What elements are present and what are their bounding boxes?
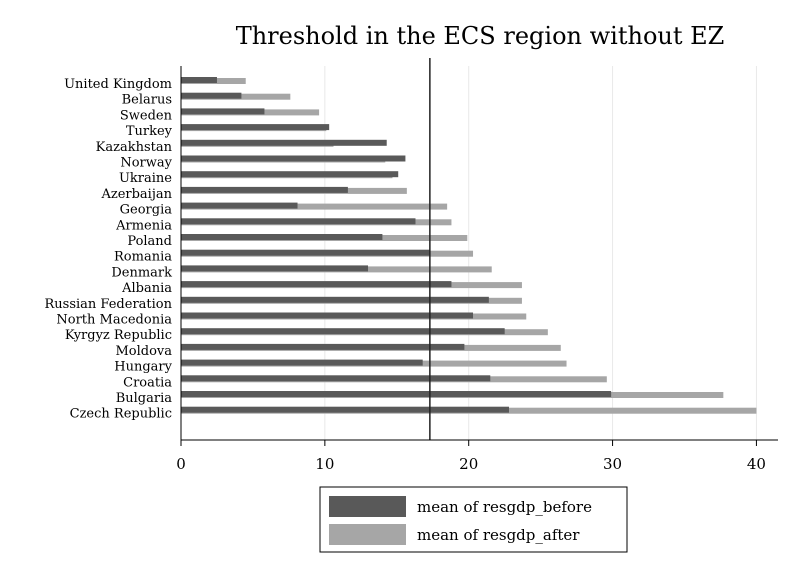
category-label-2: Sweden: [120, 108, 173, 123]
category-label-17: Moldova: [115, 344, 172, 359]
x-tick-label-30: 30: [603, 455, 622, 473]
bar-before-14: [181, 296, 489, 303]
bar-before-12: [181, 265, 369, 272]
category-label-6: Ukraine: [119, 171, 172, 186]
x-tick-label-10: 10: [315, 455, 334, 473]
bar-before-11: [181, 249, 430, 256]
bar-before-10: [181, 234, 383, 240]
legend-label-1: mean of resgdp_after: [417, 526, 580, 544]
category-label-19: Croatia: [123, 375, 172, 390]
bar-before-20: [181, 391, 612, 397]
bar-before-21: [181, 406, 509, 413]
bar-before-4: [181, 139, 387, 146]
category-label-4: Kazakhstan: [96, 140, 173, 155]
bar-before-15: [181, 312, 474, 319]
bar-before-5: [181, 155, 406, 162]
bar-before-0: [181, 77, 217, 83]
x-tick-label-0: 0: [176, 455, 186, 473]
bar-before-18: [181, 359, 423, 366]
bar-before-16: [181, 328, 505, 335]
bar-before-2: [181, 108, 265, 115]
bar-before-13: [181, 281, 452, 288]
category-label-8: Georgia: [120, 203, 173, 218]
category-label-15: North Macedonia: [56, 313, 172, 328]
bar-after-8: [181, 203, 448, 210]
bar-before-9: [181, 218, 416, 225]
bar-before-17: [181, 343, 465, 350]
category-label-20: Bulgaria: [116, 391, 173, 406]
legend-label-0: mean of resgdp_before: [417, 498, 592, 516]
category-label-13: Albania: [121, 281, 172, 296]
category-label-18: Hungary: [114, 360, 172, 375]
category-label-7: Azerbaijan: [100, 187, 172, 202]
category-label-14: Russian Federation: [45, 297, 173, 312]
category-label-5: Norway: [120, 156, 172, 171]
bar-before-6: [181, 171, 399, 178]
x-tick-label-40: 40: [747, 455, 766, 473]
category-label-16: Kyrgyz Republic: [65, 328, 172, 343]
category-label-1: Belarus: [122, 93, 172, 108]
bar-before-7: [181, 186, 348, 193]
category-label-10: Poland: [127, 234, 172, 249]
bar-before-1: [181, 92, 242, 99]
category-label-21: Czech Republic: [70, 407, 172, 422]
bar-before-3: [181, 124, 330, 131]
bar-before-8: [181, 202, 298, 209]
category-label-12: Denmark: [111, 265, 172, 280]
legend-swatch-1: [329, 524, 406, 545]
category-label-0: United Kingdom: [64, 77, 172, 92]
category-label-9: Armenia: [115, 218, 172, 233]
category-label-3: Turkey: [126, 124, 173, 139]
category-label-11: Romania: [114, 250, 172, 265]
legend-swatch-0: [329, 496, 406, 517]
plot-area: United KingdomBelarusSwedenTurkeyKazakhs…: [45, 58, 778, 473]
x-tick-label-20: 20: [459, 455, 478, 473]
chart-title: Threshold in the ECS region without EZ: [236, 22, 725, 50]
bar-before-19: [181, 375, 491, 382]
